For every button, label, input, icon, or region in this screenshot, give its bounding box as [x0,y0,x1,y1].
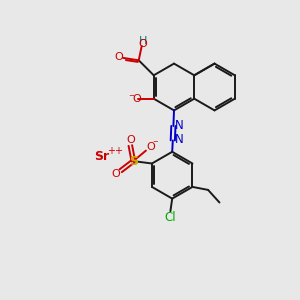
Text: Sr: Sr [94,150,110,163]
Text: N: N [174,133,183,146]
Text: $^-$: $^-$ [127,93,136,103]
Text: $^-$: $^-$ [151,139,160,149]
Text: N: N [175,119,184,132]
Text: O: O [115,52,123,62]
Text: S: S [129,154,138,168]
Text: O: O [111,169,120,179]
Text: O: O [138,39,147,49]
Text: O: O [147,142,155,152]
Text: H: H [139,35,147,46]
Text: O: O [126,135,135,145]
Text: O: O [132,94,141,104]
Text: ++: ++ [107,146,123,156]
Text: Cl: Cl [165,211,176,224]
